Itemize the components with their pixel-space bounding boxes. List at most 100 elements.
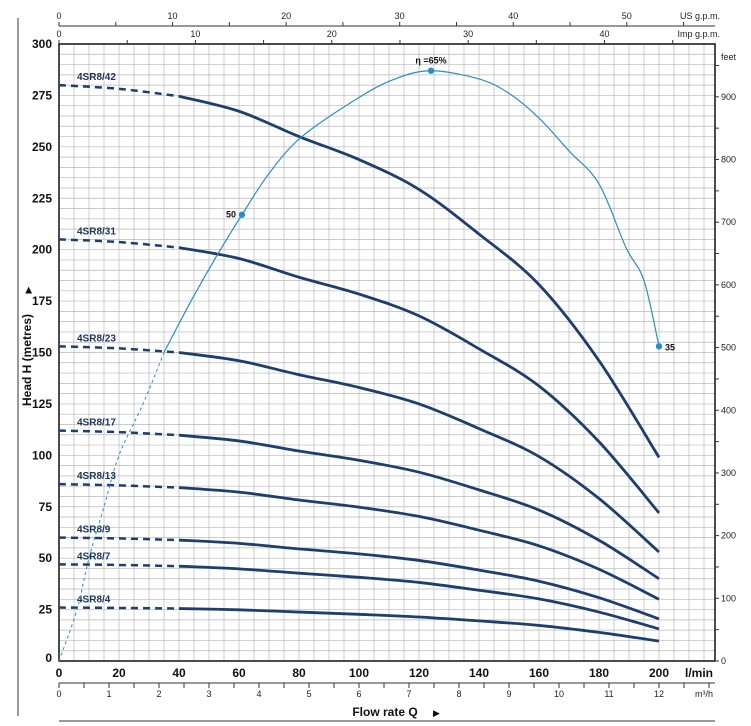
imp-gpm-tick-label: 10	[190, 29, 200, 39]
x-tick-label: 40	[172, 666, 186, 680]
m3h-tick-label: 5	[306, 689, 311, 699]
plot-frame	[58, 43, 716, 662]
x-tick-label: 200	[649, 666, 669, 680]
imp-gpm-tick-label: 0	[56, 29, 61, 39]
efficiency-curve-line	[163, 70, 660, 353]
efficiency-marker	[655, 343, 663, 350]
pump-curve-4SR8/31	[178, 246, 661, 514]
m3h-tick-label: 11	[604, 689, 613, 699]
pump-curve-4SR8/17	[178, 433, 660, 580]
efficiency-marker-label: 50	[226, 210, 236, 220]
y-tick-label: 25	[39, 603, 53, 617]
y-tick-label: 50	[39, 551, 53, 565]
curve-label: 4SR8/23	[77, 333, 116, 344]
curve-label: 4SR8/31	[77, 226, 116, 237]
curve-label: 4SR8/9	[77, 525, 111, 536]
m3h-tick-label: 10	[554, 689, 564, 699]
feet-tick-label: 100	[721, 593, 736, 603]
y-tick-label: 250	[32, 140, 52, 154]
m3h-unit-label: m³/h	[695, 689, 713, 699]
x-tick-label: 160	[529, 666, 549, 680]
pump-curve-dashed-4SR8/31	[58, 238, 180, 249]
pump-curve-4SR8/9	[178, 538, 660, 621]
pump-curves: 4SR8/42 4SR8/31 4SR8/23 4SR8/17 4SR8/13 4SR8/…	[58, 72, 661, 643]
feet-tick-label: 300	[721, 468, 736, 478]
efficiency-marker-label: η =65%	[415, 56, 446, 66]
imp-gpm-tick-label: 20	[327, 29, 337, 39]
us-gpm-tick-label: 20	[281, 11, 291, 21]
x-tick-label: 0	[56, 666, 63, 680]
us-gpm-tick-label: 10	[168, 11, 178, 21]
y-tick-label: 300	[32, 37, 52, 51]
m3h-tick-label: 6	[356, 689, 361, 699]
y-tick-label: 0	[45, 651, 52, 665]
efficiency-curve-dashed	[58, 352, 165, 662]
curve-label: 4SR8/4	[77, 595, 111, 606]
us-gpm-unit-label: US g.p.m.	[680, 11, 720, 21]
us-gpm-tick-label: 40	[508, 11, 518, 21]
imp-gpm-unit-label: Imp g.p.m.	[677, 29, 720, 39]
feet-tick-label: 900	[721, 92, 736, 102]
m3h-tick-label: 8	[456, 689, 461, 699]
us-gpm-tick-label: 0	[56, 11, 61, 21]
x-tick-label: 120	[409, 666, 429, 680]
y-tick-label: 275	[32, 88, 52, 102]
feet-tick-label: 0	[721, 656, 726, 666]
curve-label: 4SR8/42	[77, 72, 116, 83]
efficiency-marker	[427, 67, 435, 74]
m3h-tick-label: 2	[156, 689, 161, 699]
pump-curve-dashed-4SR8/9	[58, 536, 180, 542]
pump-curve-4SR8/42	[178, 94, 661, 459]
pump-curve-4SR8/23	[178, 351, 660, 554]
imp-gpm-tick-label: 40	[600, 29, 610, 39]
m3h-tick-label: 7	[406, 689, 411, 699]
y-axis-label: Head H (metres)	[20, 314, 34, 406]
m3h-tick-label: 9	[506, 689, 511, 699]
efficiency-marker	[238, 211, 246, 218]
us-gpm-tick-label: 30	[395, 11, 405, 21]
y-tick-label: 200	[32, 243, 52, 257]
pump-curve-dashed-4SR8/23	[58, 345, 180, 354]
feet-unit-label: feet	[721, 52, 737, 62]
m3h-tick-label: 0	[56, 689, 61, 699]
imp-gpm-tick-label: 30	[463, 29, 473, 39]
m3h-tick-label: 12	[654, 689, 664, 699]
curve-label: 4SR8/17	[77, 418, 116, 429]
curve-label: 4SR8/13	[77, 471, 116, 482]
m3h-tick-label: 1	[106, 689, 111, 699]
y-tick-label: 150	[32, 346, 52, 360]
pump-curve-4SR8/13	[178, 486, 660, 601]
m3h-tick-label: 3	[206, 689, 211, 699]
pump-curve-dashed-4SR8/7	[58, 563, 180, 568]
us-gpm-tick-label: 50	[622, 11, 632, 21]
y-axis-arrow-icon: ▶	[23, 286, 33, 293]
curve-label: 4SR8/7	[77, 551, 111, 562]
feet-tick-label: 600	[721, 280, 736, 290]
feet-tick-label: 200	[721, 531, 736, 541]
feet-tick-label: 700	[721, 217, 736, 227]
pump-curve-4SR8/7	[178, 564, 660, 631]
x-unit-label: l/min	[685, 666, 713, 680]
x-tick-label: 20	[112, 666, 126, 680]
pump-curve-dashed-4SR8/42	[58, 83, 180, 98]
feet-tick-label: 400	[721, 405, 736, 415]
x-tick-label: 180	[589, 666, 609, 680]
x-tick-label: 100	[349, 666, 369, 680]
m3h-tick-label: 4	[256, 689, 261, 699]
pump-curve-dashed-4SR8/4	[58, 606, 180, 610]
x-tick-label: 80	[292, 666, 306, 680]
feet-tick-label: 500	[721, 343, 736, 353]
grid	[59, 44, 715, 661]
efficiency-marker-label: 35	[665, 342, 675, 352]
pump-curve-dashed-4SR8/17	[58, 429, 180, 437]
y-tick-label: 100	[32, 448, 52, 462]
x-axis-arrow-icon: ▶	[433, 708, 440, 718]
x-tick-label: 140	[469, 666, 489, 680]
y-tick-label: 175	[32, 294, 52, 308]
efficiency-curve: 50 η =65% 35	[58, 56, 675, 662]
feet-tick-label: 800	[721, 155, 736, 165]
y-tick-label: 225	[32, 191, 52, 205]
x-tick-label: 60	[232, 666, 246, 680]
